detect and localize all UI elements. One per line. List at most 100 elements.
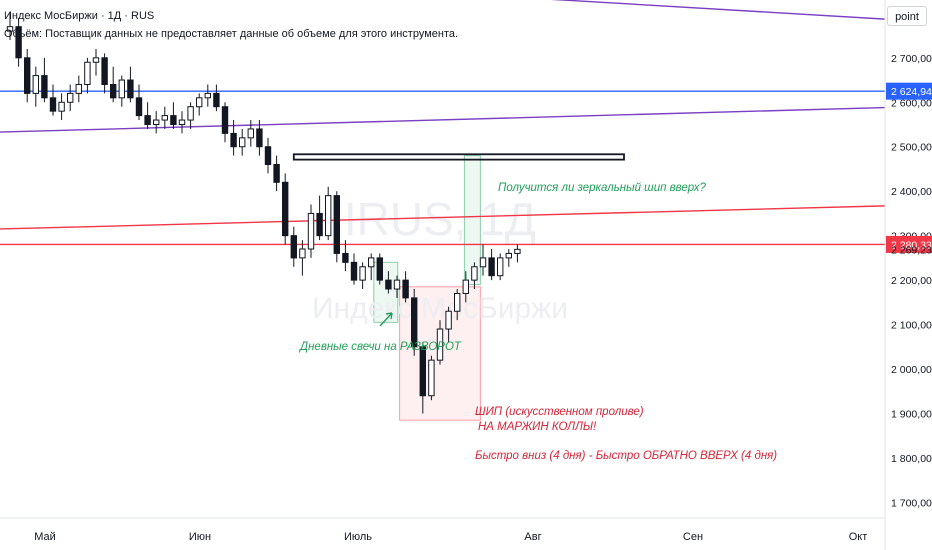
candle-23: [204, 92, 212, 99]
candles-layer: [6, 13, 521, 414]
price-tick-10: 2 700,00: [891, 53, 932, 65]
candle-36: [316, 212, 323, 237]
scale-mode-button[interactable]: point: [887, 6, 927, 26]
candle-20: [178, 119, 186, 125]
annotation-reversal: Дневные свечи на РАЗВОРОТ: [298, 341, 462, 353]
candle-31: [273, 164, 280, 183]
chart-symbol-title: Индекс МосБиржи · 1Д · RUS: [4, 10, 155, 22]
zone-mirror: [463, 155, 481, 286]
annotation-summary: Быстро вниз (4 дня) - Быстро ОБРАТНО ВВЕ…: [475, 450, 777, 462]
candle-56: [488, 257, 495, 277]
candle-49: [428, 359, 435, 397]
price-tick-0: 1 700,00: [891, 497, 932, 509]
price-tick-8: 2 500,00: [891, 142, 932, 154]
candle-9: [84, 61, 91, 85]
candle-21: [187, 106, 194, 121]
candle-15: [135, 97, 143, 117]
candle-50: [436, 328, 444, 361]
candle-48: [419, 346, 427, 397]
candle-58: [505, 252, 513, 259]
trend-line-1: [0, 106, 886, 133]
candle-11: [101, 57, 108, 85]
candle-17: [153, 119, 160, 125]
candle-10: [92, 57, 100, 63]
candle-34: [299, 248, 306, 259]
candle-24: [213, 92, 220, 108]
candle-47: [411, 297, 418, 348]
candle-25: [221, 106, 229, 134]
candle-33: [290, 235, 298, 259]
time-tick-5: Окт: [849, 531, 868, 543]
time-tick-4: Сен: [683, 531, 703, 543]
candle-6: [58, 101, 65, 112]
candle-40: [350, 261, 358, 281]
candle-3: [32, 75, 39, 94]
drawn-lines-layer: [0, 0, 886, 246]
candle-2: [24, 57, 31, 94]
candle-45: [393, 279, 401, 290]
price-label-bg-1: [886, 235, 932, 253]
candle-43: [376, 257, 384, 281]
candle-26: [230, 132, 237, 148]
candle-18: [161, 115, 169, 121]
candle-4: [41, 75, 48, 99]
price-tick-7: 2 400,00: [891, 186, 932, 198]
price-tick-4: 2 100,00: [891, 320, 932, 332]
candle-51: [445, 310, 452, 330]
price-tick-2: 1 900,00: [891, 409, 932, 421]
trend-line-4: [0, 205, 886, 230]
price-tick-3: 2 000,00: [891, 364, 932, 376]
watermark: IRUS, 1Д Индекс МосБиржи: [312, 193, 568, 325]
annotation-spike-line2: НА МАРЖИН КОЛЛЫ!: [478, 421, 597, 433]
candle-30: [264, 146, 272, 166]
candle-7: [67, 92, 74, 103]
candle-16: [144, 115, 151, 125]
volume-note: Объём: Поставщик данных не предоставляет…: [4, 28, 459, 40]
candle-41: [359, 266, 366, 281]
candle-27: [239, 137, 246, 148]
candle-13: [118, 79, 125, 99]
zone-reversal: [373, 261, 399, 323]
trend-line-0: [550, 0, 886, 20]
candle-59: [514, 248, 521, 254]
candle-52: [454, 292, 461, 312]
annotation-spike-line1: ШИП (искусственном проливе): [475, 406, 644, 418]
candle-22: [196, 97, 203, 108]
candle-53: [462, 279, 470, 294]
price-label-1: 2 280,33: [891, 239, 932, 251]
price-tick-1: 1 800,00: [891, 453, 932, 465]
candle-29: [256, 128, 263, 148]
candle-46: [402, 279, 409, 299]
candle-14: [127, 79, 134, 99]
price-label-bg-0: [886, 82, 932, 100]
zones-layer: [373, 155, 481, 421]
resistance-box: [292, 153, 625, 161]
candle-37: [325, 195, 332, 237]
price-label-0: 2 624,94: [891, 86, 932, 98]
candle-8: [75, 83, 82, 94]
annotation-shapes-layer: [292, 153, 625, 327]
candle-55: [479, 257, 487, 268]
candle-0: [6, 26, 14, 32]
reversal-arrow-head: [385, 312, 393, 320]
time-tick-2: Июль: [344, 531, 372, 543]
candle-39: [342, 252, 349, 263]
candle-28: [247, 128, 255, 139]
candle-57: [497, 257, 504, 277]
reversal-arrow-shaft: [379, 312, 393, 327]
time-tick-3: Авг: [524, 531, 541, 543]
candle-12: [110, 83, 117, 99]
candle-38: [333, 195, 341, 254]
candle-54: [471, 266, 478, 281]
candle-1: [15, 26, 22, 59]
price-tick-5: 2 200,00: [891, 275, 932, 287]
annotation-question: Получится ли зеркальный шип вверх?: [498, 182, 707, 194]
candle-5: [49, 97, 57, 112]
time-tick-0: Май: [34, 531, 56, 543]
candle-32: [282, 181, 289, 237]
annotations-layer: Получится ли зеркальный шип вверх? Дневн…: [298, 182, 777, 462]
time-tick-1: Июн: [189, 531, 211, 543]
candle-35: [307, 212, 315, 250]
